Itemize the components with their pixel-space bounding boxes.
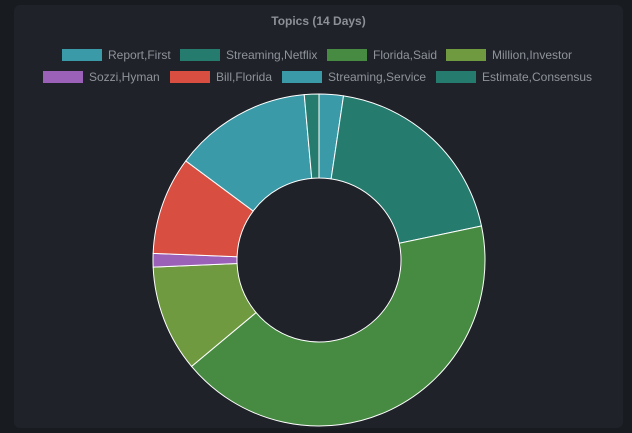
pie-slice[interactable] — [190, 225, 486, 427]
legend-label: Sozzi,Hyman — [89, 70, 160, 84]
legend-label: Report,First — [108, 48, 171, 62]
legend-label: Million,Investor — [492, 48, 573, 62]
legend-item[interactable]: Estimate,Consensus — [436, 69, 592, 85]
legend-item[interactable]: Report,First — [62, 47, 171, 63]
legend-label: Florida,Said — [373, 48, 438, 62]
legend-swatch — [170, 71, 210, 83]
chart-title: Topics (14 Days) — [271, 14, 366, 28]
legend-label: Estimate,Consensus — [482, 70, 593, 84]
legend-swatch — [446, 49, 486, 61]
pie-slice[interactable] — [330, 95, 483, 244]
legend-label: Streaming,Service — [328, 70, 427, 84]
legend-label: Bill,Florida — [216, 70, 273, 84]
legend-label: Streaming,Netflix — [226, 48, 318, 62]
legend-swatch — [180, 49, 220, 61]
legend-swatch — [436, 71, 476, 83]
legend-swatch — [282, 71, 322, 83]
legend-item[interactable]: Million,Investor — [446, 47, 572, 63]
legend-item[interactable]: Streaming,Service — [282, 69, 426, 85]
legend-item[interactable]: Bill,Florida — [170, 69, 272, 85]
legend-swatch — [327, 49, 367, 61]
legend-item[interactable]: Streaming,Netflix — [180, 47, 317, 63]
legend-item[interactable]: Florida,Said — [327, 47, 437, 63]
chart-legend: Report,First Streaming,Netflix Florida,Sai… — [0, 0, 632, 90]
legend-item[interactable]: Sozzi,Hyman — [43, 69, 160, 85]
legend-swatch — [43, 71, 83, 83]
legend-swatch — [62, 49, 102, 61]
pie-slice[interactable] — [303, 93, 320, 179]
